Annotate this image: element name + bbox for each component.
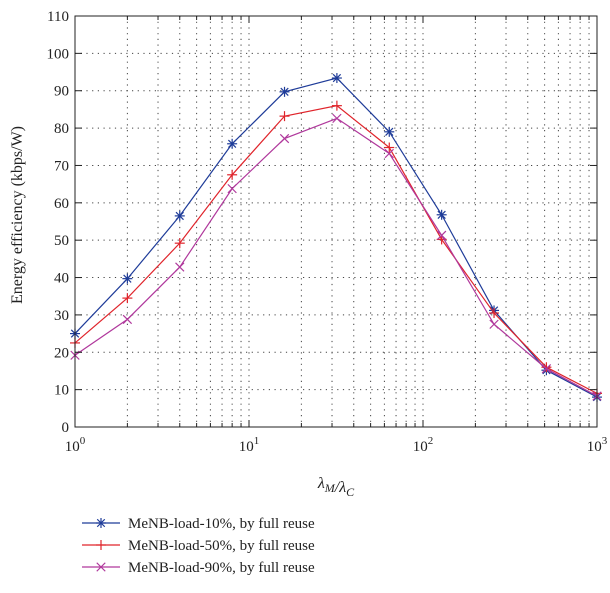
data-point [174,210,185,221]
ticks [74,15,597,428]
data-point [384,126,395,137]
legend-label: MeNB-load-50%, by full reuse [128,538,315,554]
data-point [541,362,552,373]
legend-marker [96,562,106,572]
y-tick-label: 80 [54,121,69,137]
y-tick-label: 60 [54,196,69,212]
legend-item: MeNB-load-90%, by full reuse [82,560,315,576]
plot-frame [74,15,598,428]
series-3 [70,113,602,401]
x-tick-label: 100 [65,435,86,455]
legend-item: MeNB-load-50%, by full reuse [82,538,315,554]
data-point [332,113,342,124]
y-tick-labels: 0 10 20 30 40 50 60 70 80 90 100 110 [47,9,70,436]
y-tick-label: 110 [47,9,69,25]
legend: MeNB-load-10%, by full reuse MeNB-load-50… [82,516,315,576]
y-tick-label: 70 [54,158,69,174]
data-point [122,314,133,325]
series-2 [70,100,602,399]
y-tick-label: 100 [47,46,70,62]
data-point [175,262,185,272]
x-tick-label: 103 [587,435,608,455]
series-line [74,77,598,398]
data-point [541,364,552,374]
data-point [489,308,500,319]
data-point [384,142,395,153]
data-point [331,100,342,111]
x-tick-labels: 100 101 102 103 [65,435,608,455]
data-point [436,230,447,240]
data-point [279,111,290,122]
series-layer [70,73,602,403]
data-point [227,183,237,194]
data-point [489,319,499,329]
y-tick-label: 50 [54,233,69,249]
data-point [122,273,133,284]
y-tick-label: 40 [54,271,69,287]
y-tick-label: 0 [62,420,70,436]
series-line [74,117,598,397]
x-axis-label: λM/λC [317,475,355,499]
legend-item: MeNB-load-10%, by full reuse [82,516,315,532]
data-point [331,73,342,84]
data-point [227,169,238,180]
data-point [227,138,238,149]
y-tick-label: 20 [54,345,69,361]
data-point [122,293,133,304]
data-point [436,209,447,220]
legend-label: MeNB-load-10%, by full reuse [128,516,315,532]
y-tick-label: 30 [54,308,69,324]
data-point [279,133,290,144]
y-tick-label: 90 [54,84,69,100]
x-tick-label: 101 [239,435,260,455]
grid [75,16,597,427]
y-axis-label: Energy efficiency (kbps/W) [9,126,26,304]
legend-marker [96,518,106,528]
y-tick-label: 10 [54,383,69,399]
data-point [174,238,185,249]
data-point [384,148,394,159]
data-point [279,86,290,97]
x-tick-label: 102 [413,435,434,455]
legend-label: MeNB-load-90%, by full reuse [128,560,315,576]
legend-marker [96,540,106,550]
series-line [74,105,598,394]
